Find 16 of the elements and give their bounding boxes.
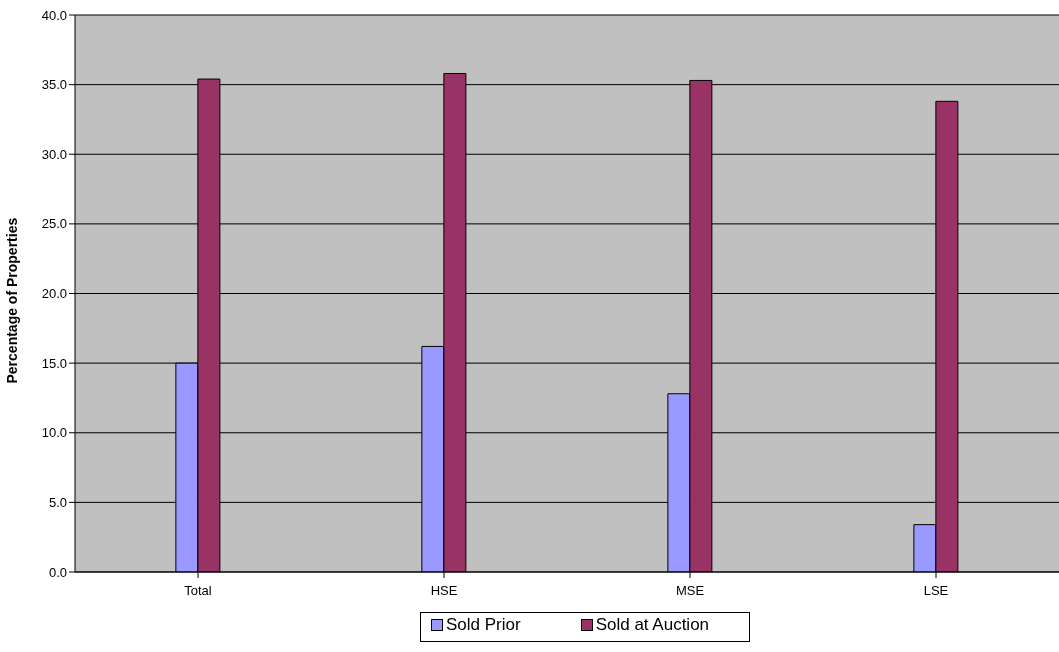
y-tick-label: 0.0 (48, 564, 67, 580)
y-axis-title: Percentage of Properties (3, 217, 20, 384)
x-tick-label: HSE (430, 583, 458, 599)
x-tick-label: LSE (923, 583, 949, 599)
y-tick-label: 20.0 (41, 286, 67, 302)
y-tick-label: 25.0 (41, 216, 67, 232)
y-tick-label: 35.0 (41, 77, 67, 93)
x-tick-label: Total (184, 583, 212, 599)
legend-label: Sold Prior (445, 615, 521, 635)
y-tick-label: 10.0 (41, 425, 67, 441)
legend-label: Sold at Auction (594, 615, 710, 635)
y-tick-label: 30.0 (41, 146, 67, 162)
y-tick-label: 40.0 (41, 7, 67, 23)
y-tick-label: 5.0 (48, 494, 67, 510)
y-tick-label: 15.0 (41, 355, 67, 371)
x-tick-label: MSE (675, 583, 705, 599)
